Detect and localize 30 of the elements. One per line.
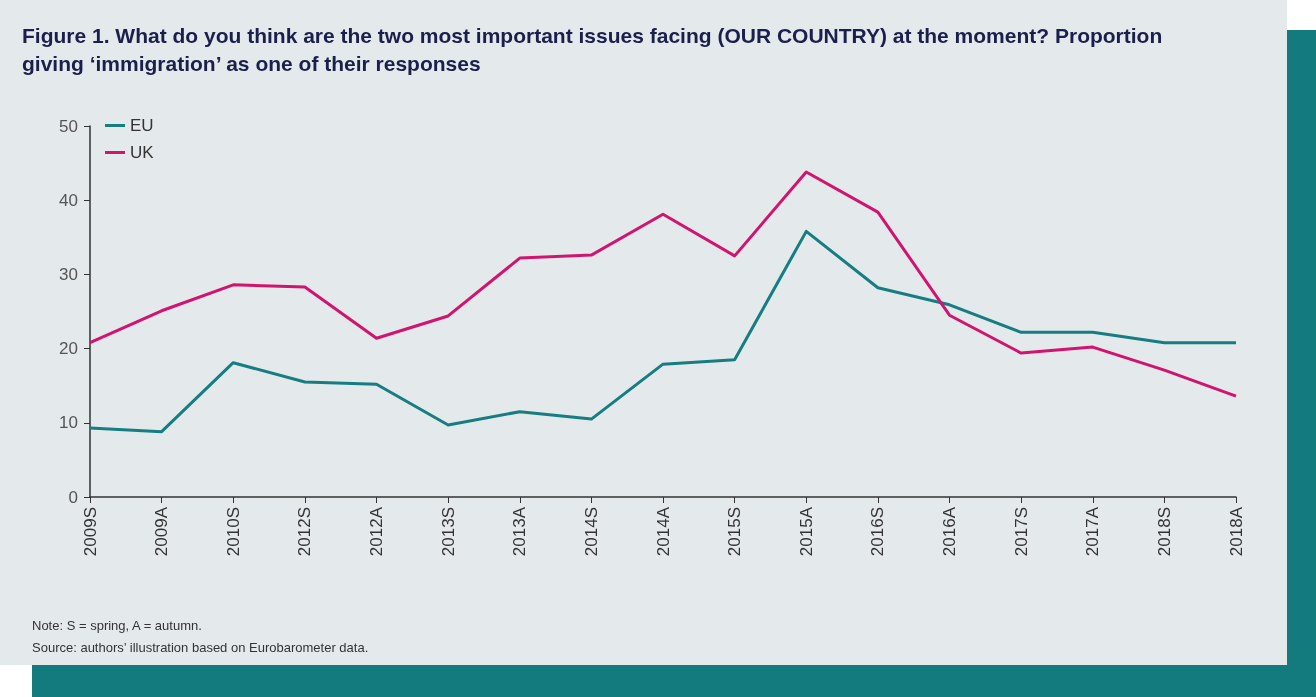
- y-tick-label: 50: [59, 116, 78, 136]
- x-tick-label: 2015S: [725, 507, 745, 557]
- x-tick-label: 2015A: [796, 506, 816, 557]
- line-series: [88, 229, 1238, 434]
- x-tick-label: 2009S: [80, 507, 100, 557]
- y-tick-label: 10: [59, 413, 78, 433]
- y-tick-label: 0: [68, 487, 78, 507]
- x-tick-label: 2017S: [1011, 507, 1031, 557]
- x-tick-label: 2009A: [152, 506, 172, 557]
- x-tick-label: 2010S: [223, 507, 243, 557]
- x-tick-label: 2013A: [510, 506, 530, 557]
- x-tick-label: 2017A: [1083, 506, 1103, 557]
- text: Note: S = spring, A = autumn.: [32, 617, 203, 635]
- x-tick-label: 2012S: [295, 507, 315, 557]
- x-tick-label: 2016A: [940, 506, 959, 557]
- line-series: [88, 170, 1238, 398]
- legend-label: EU: [130, 116, 154, 135]
- x-tick-label: 2018S: [1154, 507, 1174, 557]
- chart-title: Figure 1. What do you think are the two most important issues facing (OUR COUNTRY) at the moment? Proportion giving ‘immigration’ as one of their responses: [22, 23, 1164, 77]
- x-tick-label: 2018A: [1226, 506, 1246, 557]
- x-tick-label: 2016S: [868, 507, 888, 557]
- x-tick-label: 2014S: [581, 507, 601, 557]
- legend-label: UK: [130, 143, 155, 162]
- x-tick-label: 2012A: [367, 506, 386, 557]
- source-note: Source: authors’ illustration based on Eurobarometer data.: [32, 639, 369, 657]
- y-tick-label: 40: [59, 190, 78, 210]
- x-tick-label: 2014A: [653, 506, 673, 557]
- x-tick-label: 2013S: [438, 507, 458, 557]
- y-tick-label: 20: [59, 339, 78, 359]
- y-tick-label: 30: [59, 264, 78, 284]
